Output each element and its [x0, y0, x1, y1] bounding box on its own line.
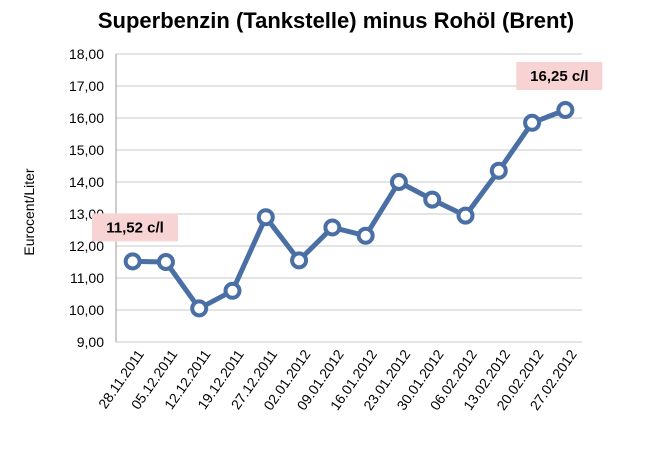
y-axis-ticks: 9,0010,0011,0012,0013,0014,0015,0016,001…: [69, 46, 104, 350]
grid: [115, 53, 582, 343]
annotation-label: 11,52 c/l: [106, 219, 164, 236]
data-point: [556, 101, 575, 119]
y-tick-label: 15,00: [69, 142, 104, 158]
y-tick-label: 16,00: [69, 110, 104, 126]
annotation-label: 16,25 c/l: [530, 68, 588, 85]
data-point: [323, 218, 342, 237]
data-point: [156, 253, 175, 271]
y-tick-label: 14,00: [69, 174, 104, 190]
series-line: [123, 101, 575, 318]
x-axis-ticks: 28.11.201105.12.201112.12.201119.12.2011…: [95, 346, 580, 413]
annotation-box: [516, 62, 603, 90]
annotation-box: [92, 213, 178, 242]
y-axis-label: Eurocent/Liter: [21, 168, 37, 255]
y-tick-label: 18,00: [69, 46, 104, 62]
y-tick-label: 11,00: [70, 270, 104, 286]
y-tick-label: 10,00: [69, 302, 104, 318]
data-point: [356, 226, 375, 245]
data-point: [256, 208, 275, 227]
data-point: [523, 113, 542, 132]
data-point: [123, 252, 142, 271]
data-point: [190, 299, 209, 318]
y-tick-label: 9,00: [77, 334, 104, 350]
data-point: [290, 251, 309, 270]
y-tick-label: 12,00: [69, 238, 104, 254]
chart-title: Superbenzin (Tankstelle) minus Rohöl (Br…: [98, 8, 574, 33]
series-path: [130, 107, 568, 311]
data-point: [389, 173, 408, 191]
annotations: 11,52 c/l 16,25 c/l: [92, 62, 603, 242]
y-tick-label: 17,00: [69, 78, 104, 94]
data-point: [489, 161, 508, 180]
data-point: [223, 281, 242, 300]
data-point: [456, 206, 475, 225]
data-point: [423, 190, 442, 209]
